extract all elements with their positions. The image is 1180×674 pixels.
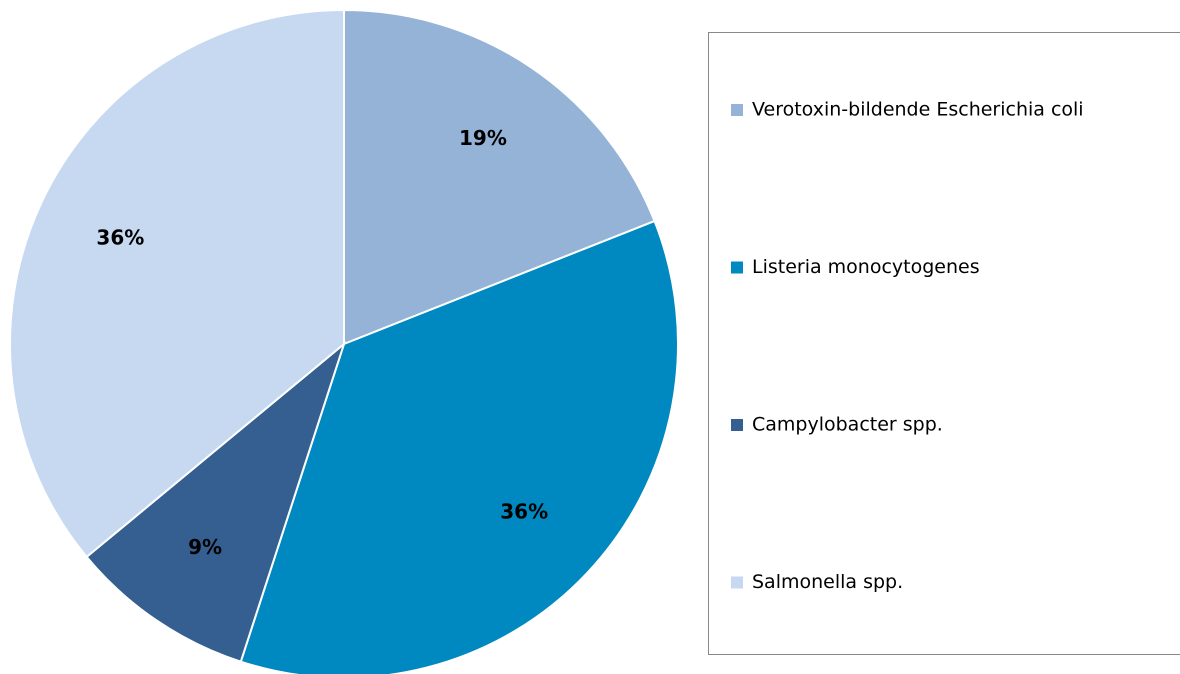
- data-label: 19%: [459, 126, 507, 150]
- data-label: 36%: [96, 225, 144, 249]
- legend-label: Campylobacter spp.: [752, 414, 943, 436]
- legend-marker: [731, 261, 743, 274]
- legend-box: [708, 32, 1180, 655]
- legend-marker: [731, 576, 743, 589]
- pie-slice: [239, 219, 679, 674]
- legend-marker: [731, 419, 743, 431]
- data-label: 36%: [500, 500, 548, 524]
- legend-label: Verotoxin-bildende Escherichia coli: [752, 99, 1084, 121]
- pie-slice: [9, 8, 345, 559]
- pie-slice: [343, 8, 656, 346]
- pie-slice: [85, 341, 347, 663]
- legend-label: Salmonella spp.: [752, 571, 903, 593]
- legend-label: Listeria monocytogenes: [752, 256, 980, 278]
- data-label: 9%: [188, 535, 222, 559]
- legend-marker: [731, 104, 743, 116]
